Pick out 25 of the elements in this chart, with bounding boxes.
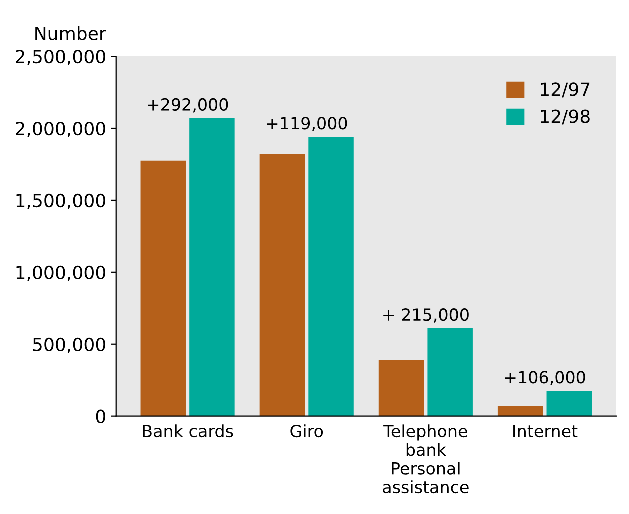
y-axis-title: Number — [36, 26, 106, 40]
x-tick-label: Bank cards — [143, 424, 234, 438]
bar — [260, 154, 306, 416]
x-tick-label: Internet — [514, 425, 578, 438]
bar — [190, 118, 235, 416]
y-tick-label: 2,000,000 — [16, 122, 106, 138]
bar — [308, 137, 354, 416]
annotation: +119,000 — [267, 117, 348, 132]
bar — [498, 406, 544, 416]
bar — [428, 328, 473, 416]
x-tick-label: Telephone bank Personal assistance — [383, 424, 469, 494]
y-tick-label: 1,000,000 — [16, 266, 106, 282]
bar — [140, 160, 186, 416]
y-tick-label: 0 — [96, 410, 106, 424]
bar — [378, 360, 424, 416]
x-tick-label: Giro — [290, 424, 324, 438]
annotation: + 215,000 — [384, 308, 469, 323]
annotation: +292,000 — [148, 98, 228, 113]
y-tick-label: 2,500,000 — [16, 50, 106, 66]
y-tick-label: 1,500,000 — [16, 194, 106, 210]
legend-label: 12/97 — [541, 82, 590, 98]
legend-label: 12/98 — [541, 110, 590, 125]
bar — [546, 391, 592, 416]
annotation: +106,000 — [505, 371, 586, 386]
y-tick-label: 500,000 — [33, 338, 106, 354]
